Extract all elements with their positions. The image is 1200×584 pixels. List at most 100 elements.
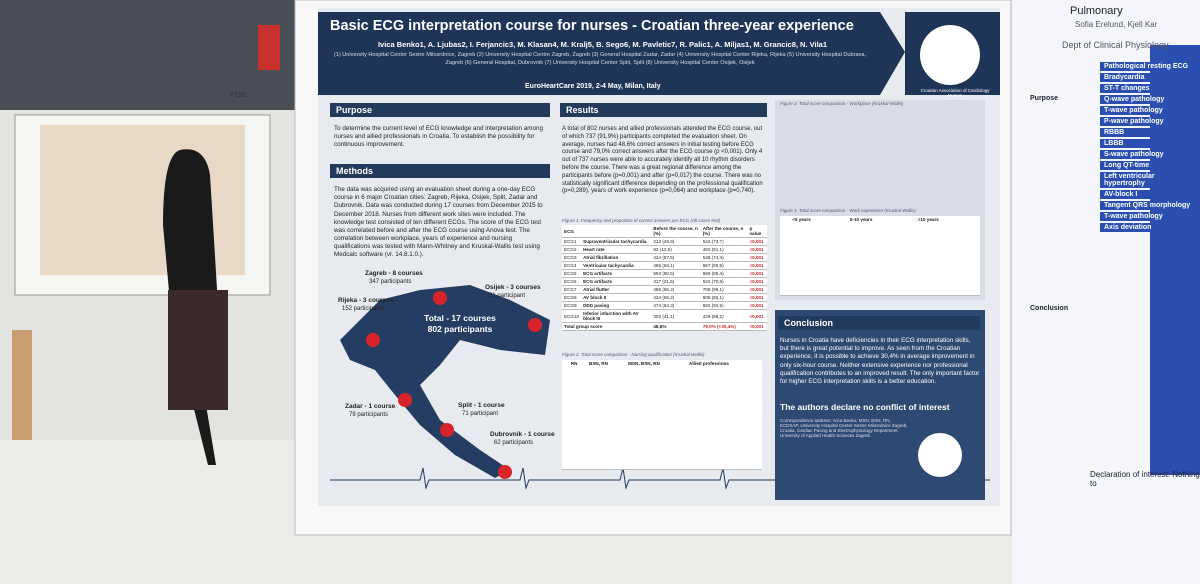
cell: 48,6% (651, 322, 701, 331)
city-name: Zadar - 1 course (345, 403, 396, 410)
marker (498, 465, 512, 479)
neighbor-panel (1150, 45, 1200, 475)
section-heading: Conclusion (778, 316, 980, 330)
cell: 543 (73,7) (700, 237, 748, 246)
cell: 303 (41,1) (651, 309, 701, 323)
header-cell: >10 years (915, 216, 980, 296)
experience-table: <5 years 5-10 years >10 years (780, 216, 980, 296)
marker (398, 393, 412, 407)
table-row: ECG5 ECG artifacts 593 (80,5) 666 (90,4) <0,… (562, 269, 767, 278)
cell: 522 (70,8) (700, 277, 748, 286)
cell: ECG1 (562, 237, 582, 246)
city-markers (366, 291, 542, 479)
cell: AV block II (581, 293, 652, 302)
table-total: Total group score 48,6% 79,0% (+30,4%) <0,0… (562, 322, 767, 331)
cell: ECG7 (562, 285, 582, 294)
cell: ECG artifacts (581, 269, 652, 278)
header-cell: RN (568, 360, 587, 470)
neighbor-authors: Sofia Erelund, Kjell Kar (1075, 20, 1158, 29)
table-row: ECG2 Heart rate 93 (12,6) 450 (61,1) <0,001 (562, 245, 767, 254)
list-item: S-wave pathology (1100, 150, 1200, 159)
room-sign: P150 (230, 92, 247, 99)
list-item: RBBB (1100, 128, 1200, 137)
header-cell: MSN, BSN, RN (626, 360, 688, 470)
header-cell: Allied professions (687, 360, 762, 470)
table-row: ECG8 AV block II 434 (56,2) 605 (82,1) <0,00… (562, 293, 767, 302)
list-item: AV-block I (1100, 190, 1200, 199)
header-cell: Before the course, n (%) (651, 225, 701, 238)
qualification-table: RN BSN, RN MSN, BSN, RN Allied professions (562, 360, 762, 470)
list-item: LBBB (1100, 139, 1200, 148)
table-row: ECG7 Atrial flutter 488 (66,2) 708 (96,1) <0… (562, 285, 767, 294)
section-heading: Methods (330, 164, 550, 178)
cell: 548 (74,4) (700, 253, 748, 262)
header-cell: p value (747, 225, 767, 238)
cell: <0,001 (747, 261, 767, 270)
list-item: P-wave pathology (1100, 117, 1200, 126)
cell: 682 (92,5) (700, 301, 748, 310)
city-name: Zagreb - 8 courses (365, 270, 423, 277)
header-cell: 5-10 years (847, 216, 916, 296)
marker (528, 318, 542, 332)
section-text: A total of 802 nurses and allied profess… (562, 126, 763, 195)
cell: ECG5 (562, 269, 582, 278)
caption: Figure 1. Frequency and proportion of co… (562, 218, 721, 223)
table-row: ECG10 Inferior infarction with AV block I… (562, 309, 767, 323)
cell: ECG6 (562, 277, 582, 286)
header-cell: ECG (562, 225, 652, 238)
cell: 93 (12,6) (651, 245, 701, 254)
list-item: Long QT-time (1100, 161, 1200, 170)
city-participants: 152 participants (342, 306, 385, 312)
cell: <0,001 (747, 322, 767, 331)
cell: 465 (63,1) (651, 261, 701, 270)
cell: ECG2 (562, 245, 582, 254)
cell: 708 (96,1) (700, 285, 748, 294)
header-cell: After the course, n (%) (700, 225, 748, 238)
cell: 450 (61,1) (700, 245, 748, 254)
city-name: Osijek - 3 courses (485, 284, 541, 291)
cell: <0,001 (747, 269, 767, 278)
city-name: Split - 1 course (458, 402, 505, 409)
logo (920, 25, 980, 85)
city-participants: 62 participants (494, 440, 534, 446)
marker (366, 333, 380, 347)
section-heading: Results (560, 103, 767, 117)
cell: 79,0% (+30,4%) (700, 322, 748, 331)
header-cell: BSN, RN (587, 360, 627, 470)
city-name: Dubrovnik - 1 course (490, 431, 555, 438)
conference: EuroHeartCare 2019, 2-4 May, Milan, Ital… (525, 83, 661, 90)
cell: Ventricular tachycardia (581, 261, 652, 270)
header-cell: <5 years (790, 216, 848, 296)
cell: 317 (21,5) (651, 277, 701, 286)
list-item: Q-wave pathology (1100, 95, 1200, 104)
cell: Inferior infarction with AV block III (581, 309, 652, 323)
marker (433, 291, 447, 305)
table-row: ECG3 Atrial fibrillation 424 (57,5) 548 (74… (562, 253, 767, 262)
cell: 434 (56,2) (651, 293, 701, 302)
cell: <0,001 (747, 309, 767, 323)
tube (12, 330, 32, 440)
table-row: ECG4 Ventricular tachycardia 465 (63,1) 667… (562, 261, 767, 270)
neighbor-heading: Purpose (1030, 95, 1059, 102)
poster-title: Basic ECG interpretation course for nurs… (330, 18, 854, 34)
person-skirt (168, 290, 228, 410)
cell: 474 (64,3) (651, 301, 701, 310)
disclosure: The authors declare no conflict of inter… (780, 402, 950, 412)
cell: 667 (90,5) (700, 261, 748, 270)
list-item: ST-T changes (1100, 84, 1200, 93)
ceiling (0, 0, 300, 110)
croatia-map (340, 285, 550, 478)
section-text: The data was acquired using an evaluatio… (334, 186, 543, 259)
caption: Figure 2. Total score comparison - Nursi… (562, 352, 705, 357)
logo-text: Croatian Association of Cardiology Nurse… (920, 88, 990, 98)
authors: Ivica Benko1, A. Ljubas2, I. Ferjancic3,… (377, 40, 828, 49)
cell: Supraventricular tachycardia (581, 237, 652, 246)
header-cell (780, 216, 791, 296)
table-row: ECG1 Supraventricular tachycardia 213 (28,… (562, 237, 767, 246)
ecg-table: ECG Before the course, n (%) After the cou… (562, 225, 767, 331)
poster-header (318, 12, 905, 95)
map-total: Total - 17 courses (424, 313, 496, 323)
neighbor-heading: Conclusion (1030, 305, 1069, 312)
exit-sign (258, 25, 280, 70)
cell: 424 (57,5) (651, 253, 701, 262)
